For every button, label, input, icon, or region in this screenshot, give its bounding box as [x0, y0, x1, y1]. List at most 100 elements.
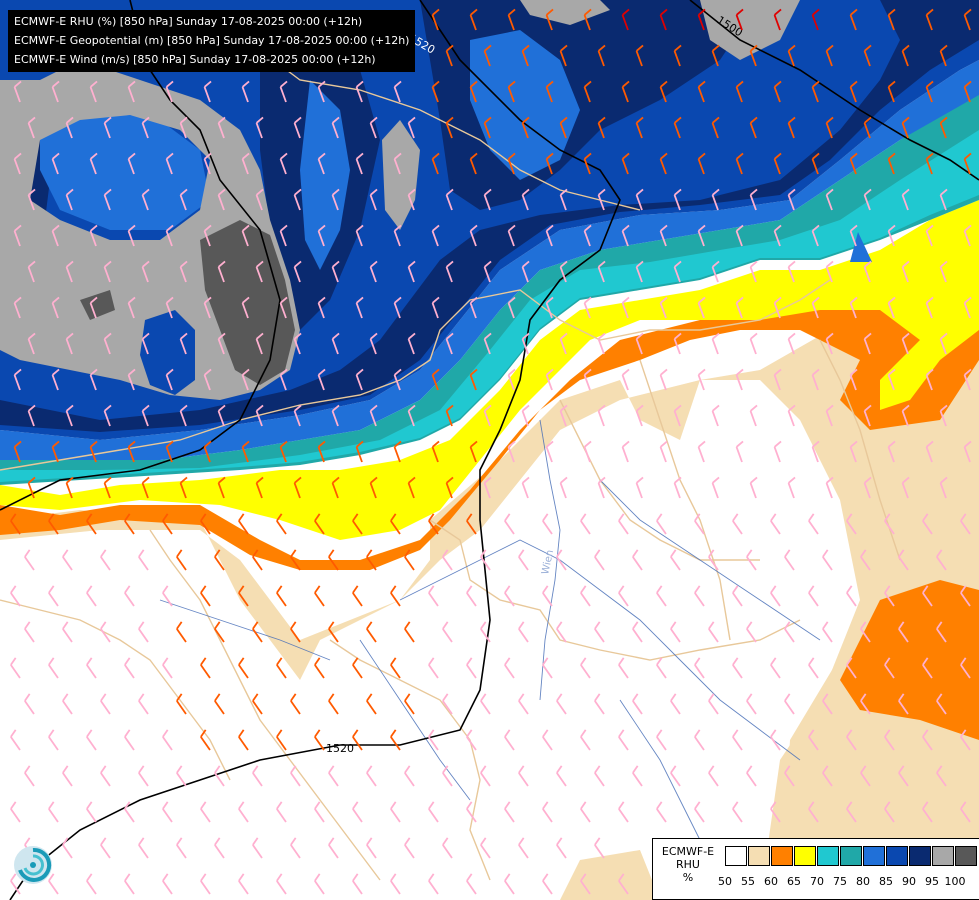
wind-barb	[711, 404, 720, 427]
wind-barb	[141, 116, 150, 139]
wind-barb	[773, 368, 782, 391]
wind-barb	[407, 260, 416, 283]
wind-barb	[846, 585, 857, 607]
wind-barb	[65, 116, 74, 139]
wind-barb	[659, 80, 668, 103]
wind-barb	[670, 549, 681, 571]
wind-barb	[138, 621, 149, 643]
wind-barb	[431, 224, 440, 247]
wind-barb	[621, 80, 630, 103]
wind-barb	[366, 837, 377, 859]
wind-barb	[507, 152, 516, 175]
wind-barb	[849, 368, 858, 391]
rhu-field-95-top	[520, 0, 610, 25]
wind-barb	[621, 152, 630, 175]
wind-barb	[442, 693, 453, 715]
wind-barb	[127, 224, 136, 247]
wind-barb	[922, 585, 933, 607]
wind-barb	[214, 621, 225, 643]
wind-barb	[670, 621, 681, 643]
wind-barb	[773, 296, 782, 319]
wind-barb	[179, 404, 188, 427]
wind-barb	[656, 729, 667, 751]
wind-barb	[89, 152, 98, 175]
wind-barb	[594, 693, 605, 715]
wind-barb	[898, 621, 909, 643]
wind-barb	[100, 621, 111, 643]
legend-unit: %	[682, 871, 694, 884]
wind-barb	[124, 729, 135, 751]
wind-barb	[483, 260, 492, 283]
wind-barb	[787, 476, 796, 499]
wind-barb	[960, 585, 971, 607]
rhu-field-85-patch	[140, 310, 195, 395]
wind-barb	[328, 765, 339, 787]
wind-barb	[936, 549, 947, 571]
wind-barb	[255, 476, 264, 499]
wind-barb	[708, 765, 719, 787]
wind-barb	[480, 837, 491, 859]
wind-barb	[27, 116, 36, 139]
wind-barb	[165, 224, 174, 247]
wind-barb	[176, 621, 187, 643]
wind-barb	[252, 693, 263, 715]
wind-barb	[518, 549, 529, 571]
wind-barb	[542, 513, 553, 535]
wind-barb	[355, 368, 364, 391]
wind-barb	[279, 224, 288, 247]
wind-barb	[670, 765, 681, 787]
wind-barb	[507, 8, 516, 31]
wind-barb	[507, 296, 516, 319]
wind-barb	[48, 585, 59, 607]
wind-barb	[545, 440, 554, 463]
wind-barb	[407, 476, 416, 499]
rhu-field-100	[200, 220, 295, 385]
wind-barb	[89, 80, 98, 103]
legend-swatch	[725, 846, 747, 866]
wind-barb	[732, 729, 743, 751]
wind-barb	[735, 296, 744, 319]
wind-barb	[901, 44, 910, 67]
rhu-field-80-patch	[300, 80, 350, 270]
wind-barb	[694, 729, 705, 751]
wind-barb	[939, 404, 948, 427]
wind-barb	[62, 693, 73, 715]
wind-barb	[673, 116, 682, 139]
wind-barb	[846, 513, 857, 535]
wind-barb	[963, 152, 972, 175]
wind-barb	[290, 837, 301, 859]
wind-barb	[711, 188, 720, 211]
wind-barb	[65, 404, 74, 427]
wind-barb	[390, 657, 401, 679]
wind-barb	[659, 152, 668, 175]
legend-swatch	[794, 846, 816, 866]
legend-swatch	[840, 846, 862, 866]
wind-barb	[352, 729, 363, 751]
wind-barb	[238, 513, 249, 535]
wind-barb	[241, 152, 250, 175]
wind-barb	[214, 693, 225, 715]
wind-barb	[545, 80, 554, 103]
wind-barb	[925, 80, 934, 103]
wind-barb	[621, 8, 630, 31]
wind-barb	[556, 621, 567, 643]
wind-barb	[597, 260, 606, 283]
wind-barb	[176, 549, 187, 571]
wind-barb	[138, 693, 149, 715]
wind-barb	[784, 765, 795, 787]
wind-barb	[238, 873, 249, 895]
wind-barb	[65, 332, 74, 355]
wind-barb	[670, 693, 681, 715]
wind-barb	[355, 296, 364, 319]
wind-barb	[545, 368, 554, 391]
wind-barb	[597, 116, 606, 139]
legend-swatch	[886, 846, 908, 866]
wind-barb	[328, 621, 339, 643]
wind-barb	[293, 404, 302, 427]
wind-barb	[141, 332, 150, 355]
wind-barb	[445, 44, 454, 67]
rhu-field-100-small	[80, 290, 115, 320]
wind-barb	[13, 296, 22, 319]
legend-model: ECMWF-E	[661, 845, 715, 858]
